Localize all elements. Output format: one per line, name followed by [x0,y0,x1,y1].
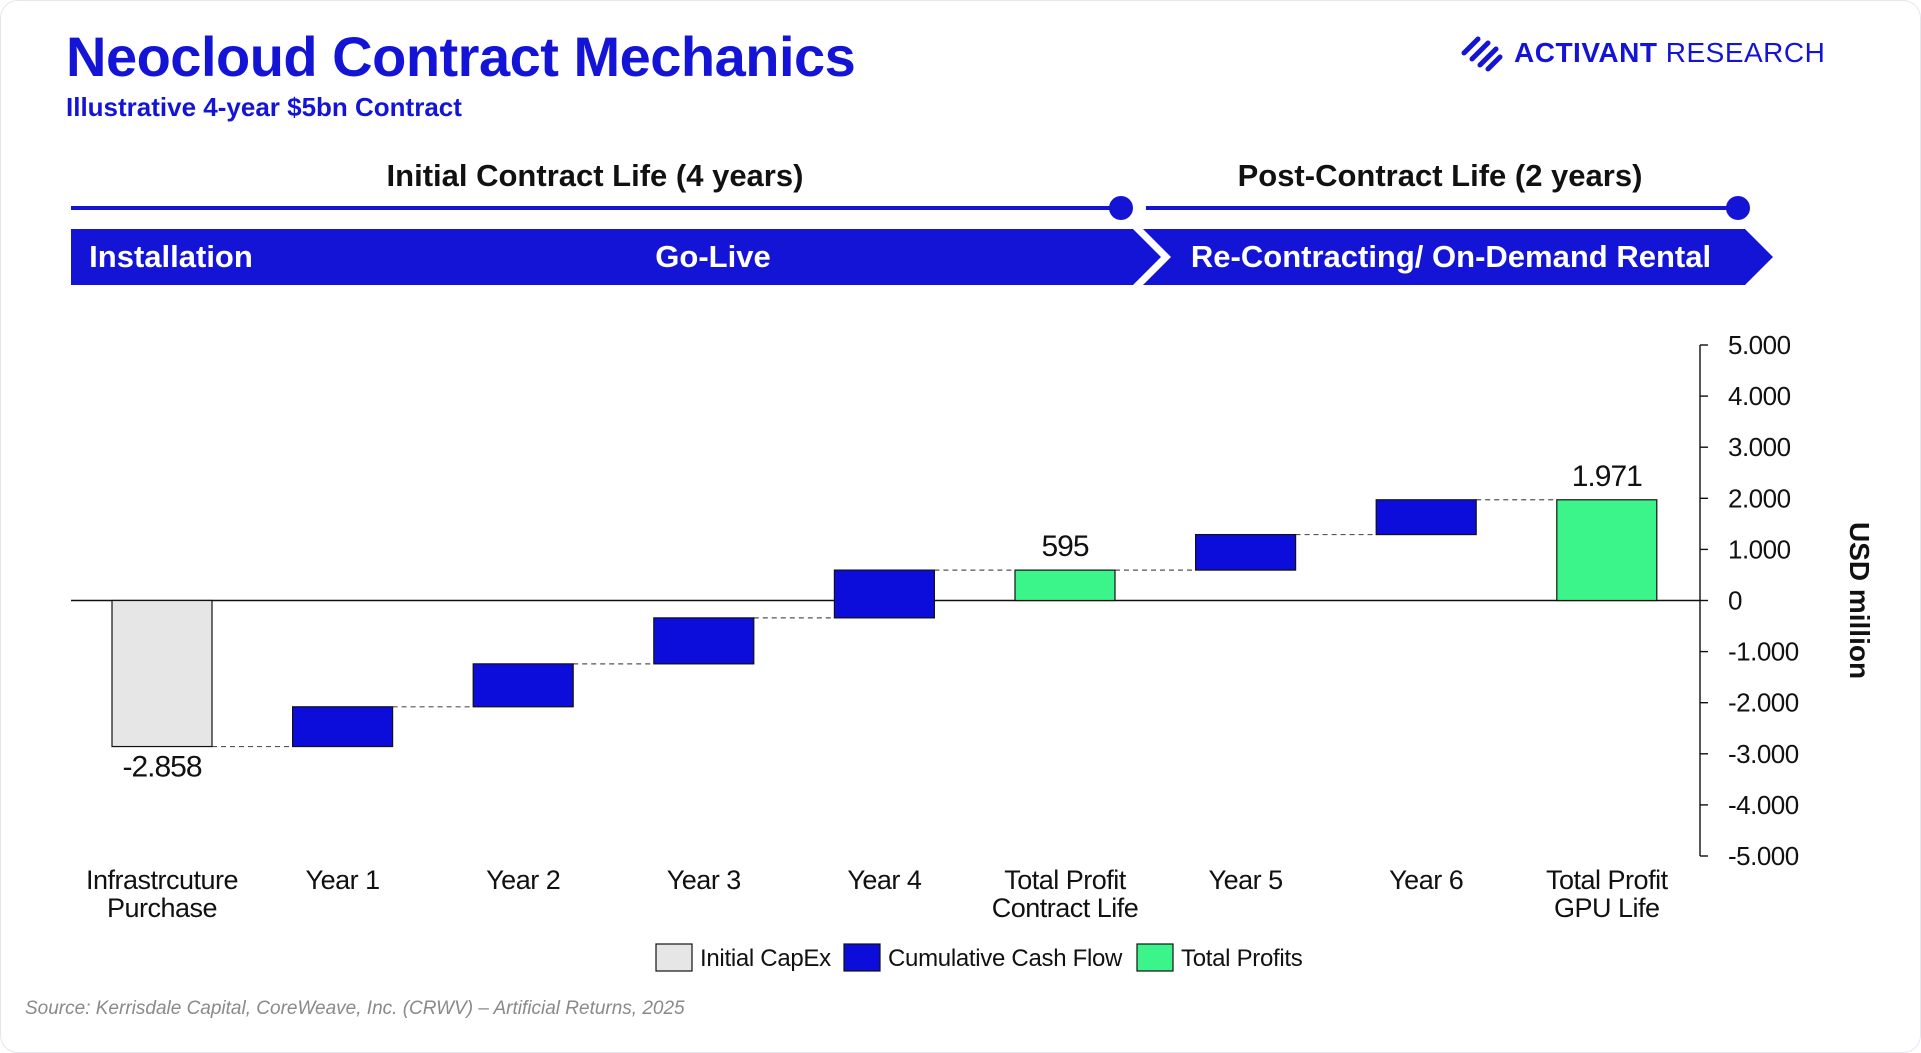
bar-cashflow [653,617,755,665]
legend-label: Cumulative Cash Flow [888,945,1123,972]
bar-cashflow [1375,499,1477,536]
x-category-label: Year 2 [486,865,560,895]
bar-profit [1556,499,1658,602]
logo-light-text: RESEARCH [1665,37,1826,68]
phase-post-contract-label: Post-Contract Life (2 years) [1237,158,1643,193]
data-label: 595 [1041,530,1088,563]
bar-capex [111,599,213,748]
y-tick-label: 2.000 [1728,483,1791,513]
y-tick-label: 1.000 [1728,534,1791,564]
legend-label: Initial CapEx [700,945,831,972]
bar-cashflow [1194,533,1297,571]
legend-label: Total Profits [1181,945,1303,972]
timeline-dot-initial-end [1109,196,1133,220]
y-tick-label: -2.000 [1728,688,1799,718]
activant-logo-icon [1461,36,1503,72]
bar-cashflow [292,706,394,748]
x-category-label: Total Profit [1004,865,1127,895]
y-tick-label: -1.000 [1728,637,1799,667]
y-tick-label: -3.000 [1728,739,1799,769]
data-label: -2.858 [122,751,201,784]
logo-bold-text: ACTIVANT [1514,37,1658,68]
y-tick-label: 5.000 [1728,330,1791,360]
stage-go-live: Go-Live [265,229,1161,285]
phase-initial-contract-label: Initial Contract Life (4 years) [386,158,804,193]
x-category-label: Year 3 [667,865,741,895]
stage-installation-label: Installation [89,239,253,274]
timeline-line-initial [71,206,1121,210]
page-title: Neocloud Contract Mechanics [66,25,856,88]
source-note: Source: Kerrisdale Capital, CoreWeave, I… [25,998,685,1019]
data-label: 1.971 [1572,460,1642,493]
x-category-label: GPU Life [1554,893,1660,923]
x-category-label: Total Profit [1546,865,1669,895]
page-subtitle: Illustrative 4-year $5bn Contract [66,92,462,122]
y-tick-label: -4.000 [1728,790,1799,820]
stage-go-live-label: Go-Live [655,239,771,274]
x-category-label: Purchase [107,893,217,923]
x-category-label: Contract Life [992,893,1139,923]
y-axis-title: USD million [1844,522,1875,679]
y-tick-label: -5.000 [1728,841,1799,871]
legend-swatch-profit [1136,943,1174,972]
brand-logo: ACTIVANT RESEARCH [1460,33,1825,73]
bar-cashflow [833,569,936,619]
y-tick-label: 4.000 [1728,381,1791,411]
x-category-label: Year 1 [306,865,380,895]
stage-re-contracting-label: Re-Contracting/ On-Demand Rental [1190,239,1712,274]
stage-re-contracting: Re-Contracting/ On-Demand Rental [1143,229,1773,285]
legend-swatch-capex [655,943,693,972]
stage-installation: Installation [71,229,295,285]
x-category-label: Year 6 [1389,865,1463,895]
timeline-dot-post-end [1726,196,1750,220]
y-tick-label: 0 [1728,586,1742,616]
x-category-label: Infrastrcuture [86,865,238,895]
x-category-label: Year 4 [847,865,922,895]
bar-cashflow [472,663,574,708]
timeline-line-post [1146,206,1738,210]
y-tick-label: 3.000 [1728,432,1791,462]
x-category-label: Year 5 [1209,865,1283,895]
bar-profit [1014,569,1116,602]
logo-wordmark: ACTIVANT RESEARCH [1514,37,1825,69]
legend-swatch-cashflow [843,943,881,972]
